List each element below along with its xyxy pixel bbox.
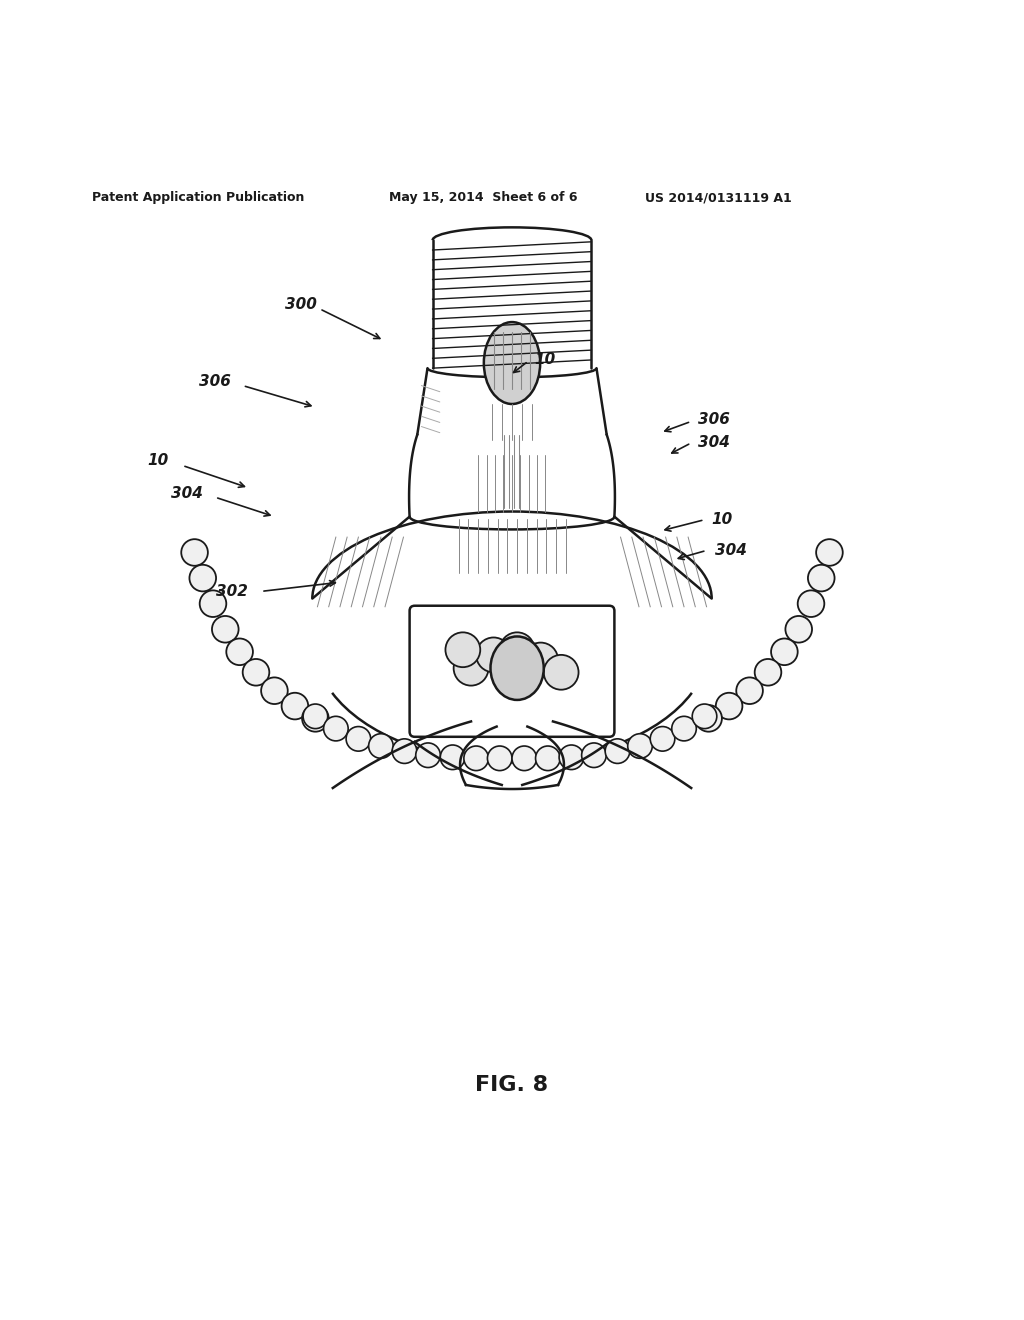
Circle shape — [181, 539, 208, 566]
Text: 10: 10 — [535, 352, 556, 367]
Text: 304: 304 — [715, 543, 746, 558]
Circle shape — [346, 726, 371, 751]
FancyBboxPatch shape — [410, 606, 614, 737]
Circle shape — [445, 632, 480, 667]
Text: 302: 302 — [216, 583, 248, 599]
Text: 306: 306 — [199, 374, 230, 389]
Circle shape — [392, 739, 417, 763]
Text: 304: 304 — [698, 436, 730, 450]
Circle shape — [816, 539, 843, 566]
Circle shape — [736, 677, 763, 704]
Circle shape — [243, 659, 269, 685]
Text: 10: 10 — [147, 453, 169, 467]
Ellipse shape — [490, 636, 544, 700]
Text: 304: 304 — [171, 486, 203, 500]
Circle shape — [200, 590, 226, 616]
Circle shape — [512, 746, 537, 771]
Circle shape — [695, 705, 722, 731]
Text: Patent Application Publication: Patent Application Publication — [92, 191, 304, 205]
Circle shape — [416, 743, 440, 767]
Text: May 15, 2014  Sheet 6 of 6: May 15, 2014 Sheet 6 of 6 — [389, 191, 578, 205]
Circle shape — [716, 693, 742, 719]
Circle shape — [440, 744, 465, 770]
Circle shape — [582, 743, 606, 767]
Circle shape — [672, 717, 696, 741]
Circle shape — [261, 677, 288, 704]
Circle shape — [536, 746, 560, 771]
Circle shape — [369, 734, 393, 758]
Circle shape — [324, 717, 348, 741]
Circle shape — [500, 632, 535, 667]
Text: 300: 300 — [285, 297, 316, 312]
Circle shape — [559, 744, 584, 770]
Circle shape — [755, 659, 781, 685]
Circle shape — [544, 655, 579, 689]
Circle shape — [771, 639, 798, 665]
Circle shape — [808, 565, 835, 591]
Circle shape — [785, 616, 812, 643]
Ellipse shape — [483, 322, 541, 404]
Circle shape — [282, 693, 308, 719]
Circle shape — [523, 643, 558, 677]
Circle shape — [212, 616, 239, 643]
Text: FIG. 8: FIG. 8 — [475, 1074, 549, 1096]
Circle shape — [226, 639, 253, 665]
Circle shape — [476, 638, 511, 672]
Circle shape — [605, 739, 630, 763]
Circle shape — [464, 746, 488, 771]
Circle shape — [303, 704, 328, 729]
Text: 10: 10 — [712, 512, 733, 527]
Circle shape — [302, 705, 329, 731]
Circle shape — [798, 590, 824, 616]
Circle shape — [487, 746, 512, 771]
Circle shape — [692, 704, 717, 729]
Circle shape — [628, 734, 652, 758]
Circle shape — [454, 651, 488, 685]
Text: 306: 306 — [698, 412, 730, 426]
Circle shape — [650, 726, 675, 751]
Text: US 2014/0131119 A1: US 2014/0131119 A1 — [645, 191, 792, 205]
Circle shape — [189, 565, 216, 591]
